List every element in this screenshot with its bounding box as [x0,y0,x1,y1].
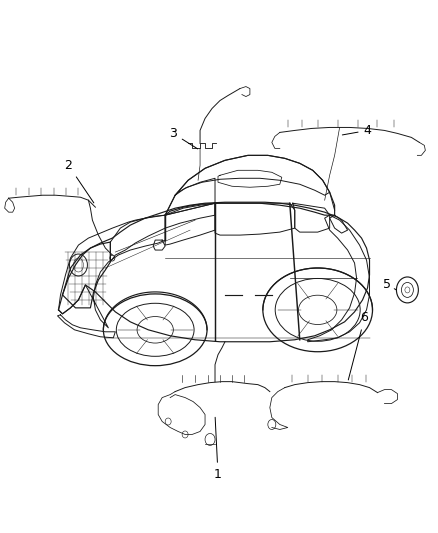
Text: 3: 3 [169,127,198,149]
Text: 2: 2 [64,159,94,203]
Text: 5: 5 [383,278,396,292]
Text: 4: 4 [343,124,371,137]
Text: 6: 6 [348,311,368,380]
Text: 1: 1 [214,417,222,481]
